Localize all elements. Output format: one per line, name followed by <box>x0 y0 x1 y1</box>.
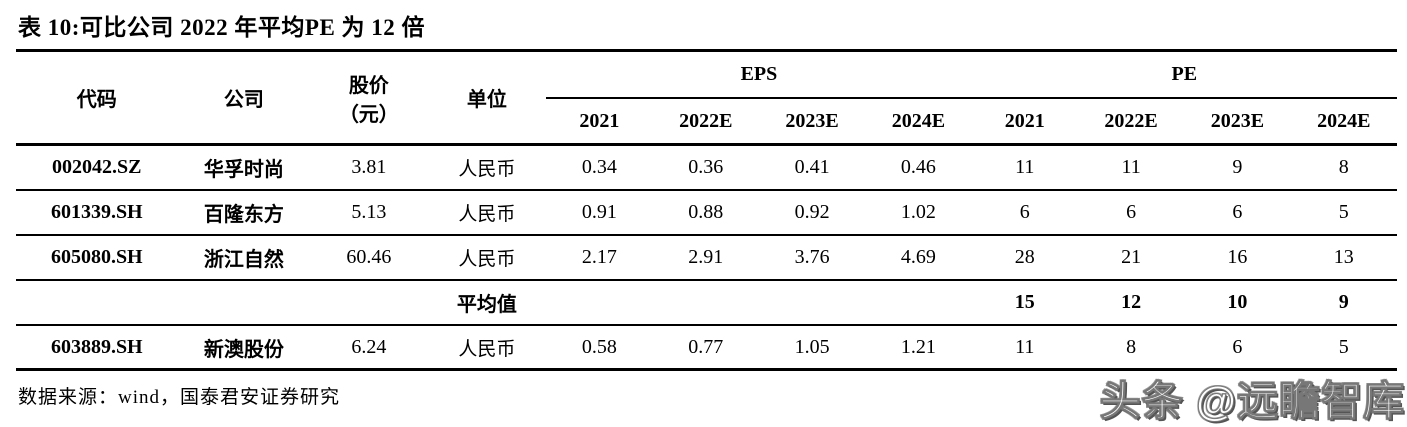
cell-unit: 人民币 <box>427 190 547 236</box>
cell-code: 605080.SH <box>16 235 178 281</box>
watermark: 头条 @远瞻智库 <box>1099 378 1405 425</box>
data-source-text: 数据来源：wind，国泰君安证券研究 <box>18 387 341 408</box>
cell-pe-2023e: 6 <box>1184 325 1291 371</box>
cell-pe-2021: 28 <box>971 235 1078 281</box>
cell-price <box>310 280 428 326</box>
cell-company: 新澳股份 <box>177 325 311 371</box>
cell-pe-2023e: 16 <box>1184 235 1291 281</box>
cell-pe-2022e: 8 <box>1077 325 1185 371</box>
cell-eps-2022e: 0.36 <box>652 144 759 191</box>
year-header-row: 2021 2022E 2023E 2024E 2021 2022E 2023E … <box>16 98 1397 146</box>
cell-eps-2021: 0.34 <box>546 144 653 191</box>
cell-code: 603889.SH <box>16 325 178 371</box>
table-row: 002042.SZ 华孚时尚 3.81 人民币 0.34 0.36 0.41 0… <box>16 144 1397 191</box>
cell-eps-2023e: 3.76 <box>758 235 866 281</box>
average-row: 平均值 15 12 10 9 <box>16 280 1397 326</box>
cell-code <box>16 280 178 326</box>
cell-unit: 人民币 <box>427 325 547 371</box>
table-row: 605080.SH 浙江自然 60.46 人民币 2.17 2.91 3.76 … <box>16 235 1397 281</box>
cell-eps-2024e: 1.21 <box>865 325 972 371</box>
header-pe-group: PE <box>971 52 1397 99</box>
cell-code: 002042.SZ <box>16 144 178 191</box>
cell-eps-2024e <box>865 280 972 326</box>
cell-pe-2024e: 13 <box>1290 235 1397 281</box>
cell-pe-2024e: 5 <box>1290 325 1397 371</box>
cell-pe-2021: 6 <box>971 190 1078 236</box>
group-header-row: 代码 公司 股价 （元） 单位 EPS PE <box>16 52 1397 146</box>
cell-eps-2021: 0.91 <box>546 190 653 236</box>
cell-eps-2024e: 0.46 <box>865 144 972 191</box>
header-pe-2023e: 2023E <box>1184 98 1291 146</box>
cell-pe-2023e: 10 <box>1184 280 1291 326</box>
header-company: 公司 <box>177 52 311 146</box>
cell-eps-2023e: 1.05 <box>758 325 866 371</box>
cell-unit: 人民币 <box>427 235 547 281</box>
header-eps-2024e: 2024E <box>865 98 972 146</box>
cell-pe-2023e: 6 <box>1184 190 1291 236</box>
cell-pe-2021: 15 <box>971 280 1078 326</box>
cell-pe-2024e: 5 <box>1290 190 1397 236</box>
cell-eps-2022e: 0.77 <box>652 325 759 371</box>
cell-eps-2022e: 2.91 <box>652 235 759 281</box>
cell-eps-2023e <box>758 280 866 326</box>
header-eps-group: EPS <box>546 52 972 99</box>
header-eps-2022e: 2022E <box>652 98 759 146</box>
cell-eps-2023e: 0.92 <box>758 190 866 236</box>
header-eps-2021: 2021 <box>546 98 653 146</box>
cell-pe-2024e: 9 <box>1290 280 1397 326</box>
table-row: 601339.SH 百隆东方 5.13 人民币 0.91 0.88 0.92 1… <box>16 190 1397 236</box>
cell-eps-2021 <box>546 280 653 326</box>
comparable-companies-table: 代码 公司 股价 （元） 单位 EPS PE 2021 2022E 2023E … <box>16 52 1397 371</box>
cell-pe-2022e: 21 <box>1077 235 1185 281</box>
cell-pe-2022e: 12 <box>1077 280 1185 326</box>
cell-company <box>177 280 311 326</box>
cell-pe-2022e: 6 <box>1077 190 1185 236</box>
cell-pe-2021: 11 <box>971 144 1078 191</box>
cell-pe-2024e: 8 <box>1290 144 1397 191</box>
cell-price: 6.24 <box>310 325 428 371</box>
table-title: 表 10:可比公司 2022 年平均PE 为 12 倍 <box>16 6 1397 52</box>
header-unit: 单位 <box>427 52 547 146</box>
cell-eps-2024e: 1.02 <box>865 190 972 236</box>
cell-pe-2022e: 11 <box>1077 144 1185 191</box>
cell-price: 3.81 <box>310 144 428 191</box>
cell-eps-2024e: 4.69 <box>865 235 972 281</box>
cell-code: 601339.SH <box>16 190 178 236</box>
average-label: 平均值 <box>427 280 547 326</box>
table-row: 603889.SH 新澳股份 6.24 人民币 0.58 0.77 1.05 1… <box>16 325 1397 371</box>
header-eps-2023e: 2023E <box>758 98 866 146</box>
header-code: 代码 <box>16 52 178 146</box>
header-pe-2021: 2021 <box>971 98 1078 146</box>
cell-eps-2021: 2.17 <box>546 235 653 281</box>
cell-unit: 人民币 <box>427 144 547 191</box>
header-price: 股价 （元） <box>310 52 428 146</box>
cell-pe-2023e: 9 <box>1184 144 1291 191</box>
cell-pe-2021: 11 <box>971 325 1078 371</box>
cell-price: 5.13 <box>310 190 428 236</box>
header-price-line1: 股价 <box>348 74 389 97</box>
cell-company: 华孚时尚 <box>177 144 311 191</box>
header-price-line2: （元） <box>338 103 399 126</box>
cell-company: 浙江自然 <box>177 235 311 281</box>
cell-price: 60.46 <box>310 235 428 281</box>
cell-eps-2022e: 0.88 <box>652 190 759 236</box>
cell-company: 百隆东方 <box>177 190 311 236</box>
cell-eps-2023e: 0.41 <box>758 144 866 191</box>
header-pe-2022e: 2022E <box>1077 98 1185 146</box>
header-pe-2024e: 2024E <box>1290 98 1397 146</box>
cell-eps-2022e <box>652 280 759 326</box>
cell-eps-2021: 0.58 <box>546 325 653 371</box>
